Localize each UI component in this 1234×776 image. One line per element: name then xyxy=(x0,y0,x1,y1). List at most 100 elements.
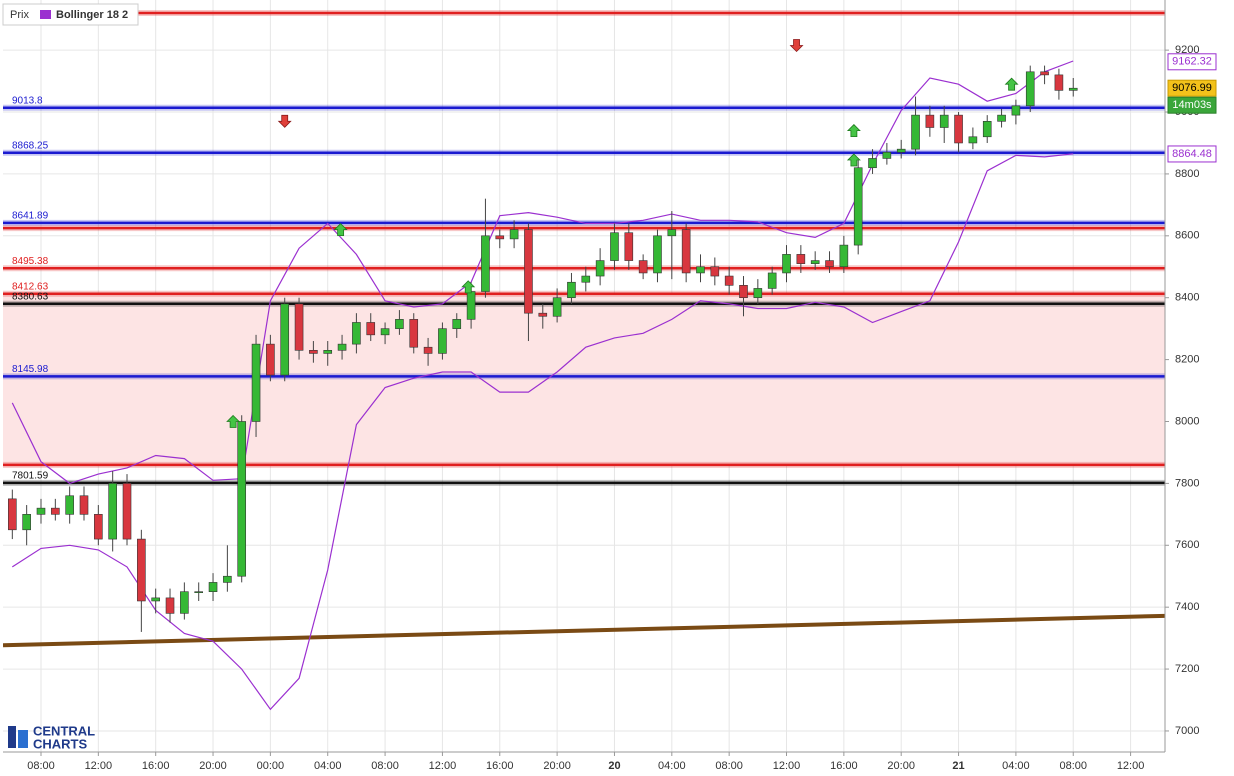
x-tick-label: 12:00 xyxy=(773,760,801,772)
signal-arrow xyxy=(1004,77,1019,91)
x-tick-label: 16:00 xyxy=(830,760,858,772)
candle-body xyxy=(323,350,333,354)
logo-mark xyxy=(8,726,16,748)
candle-body xyxy=(710,266,720,277)
x-tick-label: 12:00 xyxy=(429,760,457,772)
x-tick-label: 20:00 xyxy=(199,760,227,772)
x-tick-label: 04:00 xyxy=(314,760,342,772)
candle-body xyxy=(509,229,519,240)
price-tag-label: 9076.99 xyxy=(1172,82,1212,94)
candle-body xyxy=(868,158,877,169)
band-lower xyxy=(11,153,1074,711)
y-tick-label: 7000 xyxy=(1175,725,1199,737)
candle-body xyxy=(739,285,748,299)
candle-body xyxy=(208,582,218,592)
candle-body xyxy=(653,235,662,274)
candle-body xyxy=(294,303,304,351)
y-tick-label: 7800 xyxy=(1175,477,1199,489)
candle-body xyxy=(810,260,820,264)
logo: CENTRAL CHARTS xyxy=(8,723,95,751)
x-tick-label: 20:00 xyxy=(887,760,915,772)
countdown-box xyxy=(1167,96,1217,114)
price-tag xyxy=(1167,53,1217,71)
candle-body xyxy=(395,319,404,329)
level-label: 8145.98 xyxy=(12,364,49,375)
signal-arrow xyxy=(277,114,292,128)
candle-body xyxy=(825,260,834,268)
logo-text: CHARTS xyxy=(33,736,87,751)
candle-body xyxy=(696,266,705,274)
level-label: 7801.59 xyxy=(12,471,49,482)
candle-body xyxy=(452,319,462,329)
countdown: 14m03s xyxy=(1172,99,1212,111)
y-tick-label: 7400 xyxy=(1175,601,1199,613)
x-tick-label: 08:00 xyxy=(371,760,399,772)
signal-arrow xyxy=(846,153,861,167)
x-tick-label: 20 xyxy=(608,760,620,772)
level-label: 8868.25 xyxy=(12,140,49,151)
x-tick-label: 12:00 xyxy=(1117,760,1145,772)
legend-price: Prix xyxy=(10,9,29,21)
candle-body xyxy=(624,232,634,261)
price-tag xyxy=(1167,145,1217,163)
candle-body xyxy=(65,495,74,515)
candle-body xyxy=(839,244,849,268)
level-label: 8495.38 xyxy=(12,256,49,267)
candle-body xyxy=(1068,87,1078,91)
candle-body xyxy=(352,322,361,345)
x-tick-label: 08:00 xyxy=(715,760,743,772)
candle-body xyxy=(724,275,734,286)
x-tick-label: 00:00 xyxy=(257,760,285,772)
candle-body xyxy=(925,114,935,128)
candle-body xyxy=(223,575,232,583)
candle-body xyxy=(151,597,160,602)
level-label: 9013.8 xyxy=(12,95,43,106)
candle-body xyxy=(122,483,132,540)
legend-swatch xyxy=(40,10,51,19)
x-tick-label: 16:00 xyxy=(142,760,170,772)
candle-body xyxy=(1054,74,1064,91)
candle-body xyxy=(8,498,17,531)
candle-body xyxy=(481,235,490,292)
y-tick-label: 9200 xyxy=(1175,44,1199,56)
plot-area: 9013.8 8868.25 8641.89 8495.38 8412.638380.6… xyxy=(3,9,1165,711)
axes: 7000 7200 7400 7600 7800 8000 8200 8400 8600 8800… xyxy=(27,44,1217,772)
candle-body xyxy=(968,136,978,144)
candle-body xyxy=(22,514,31,531)
legend: Prix Bollinger 18 2 xyxy=(2,3,139,26)
candle-body xyxy=(94,514,103,540)
y-tick-label: 7600 xyxy=(1175,539,1199,551)
candle-body xyxy=(753,288,763,299)
candle-body xyxy=(409,319,419,348)
legend-bands: Bollinger 18 2 xyxy=(56,9,128,21)
x-tick-label: 20:00 xyxy=(543,760,571,772)
signal-arrow xyxy=(846,124,861,137)
signal-arrow xyxy=(333,223,348,237)
price-tag-label: 9162.32 xyxy=(1172,56,1212,68)
candle-body xyxy=(567,281,576,299)
candle-body xyxy=(165,597,175,614)
y-tick-label: 8600 xyxy=(1175,230,1199,242)
candle-body xyxy=(982,121,992,138)
candle-body xyxy=(1040,71,1049,76)
candle-body xyxy=(796,254,806,264)
candle-body xyxy=(438,328,447,354)
logo-mark xyxy=(18,730,28,748)
candle-body xyxy=(79,495,89,515)
price-tag xyxy=(1167,79,1217,97)
candle-body xyxy=(667,229,677,237)
candle-body xyxy=(108,483,117,540)
candle-body xyxy=(180,591,189,614)
signal-arrow xyxy=(461,280,476,294)
level-label: 8380.63 xyxy=(12,291,49,302)
x-tick-label: 21 xyxy=(952,760,964,772)
candle-body xyxy=(237,421,247,577)
candle-body xyxy=(782,254,791,274)
candle-body xyxy=(681,229,691,274)
y-tick-label: 8400 xyxy=(1175,292,1199,304)
candle-body xyxy=(466,291,476,320)
candle-body xyxy=(36,507,46,515)
candle-body xyxy=(137,538,146,602)
candle-body xyxy=(538,312,548,317)
